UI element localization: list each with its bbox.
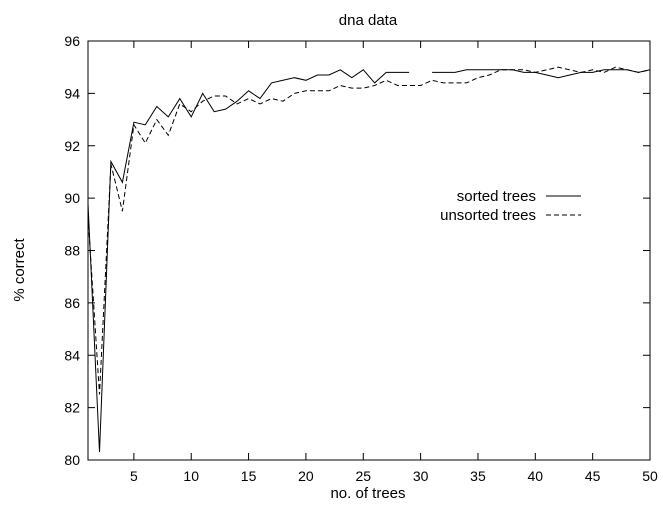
x-axis-ticks: 5 10 15 20 25 30 35 40 45 50 bbox=[130, 41, 658, 484]
x-tick-label: 10 bbox=[183, 468, 199, 484]
y-axis-label: % correct bbox=[11, 238, 28, 302]
x-tick-label: 15 bbox=[241, 468, 257, 484]
x-tick-label: 50 bbox=[642, 468, 658, 484]
x-tick-label: 30 bbox=[413, 468, 429, 484]
y-tick-label: 88 bbox=[64, 243, 80, 259]
y-tick-label: 82 bbox=[64, 400, 80, 416]
y-tick-label: 84 bbox=[64, 347, 80, 363]
x-tick-label: 20 bbox=[298, 468, 314, 484]
y-tick-label: 92 bbox=[64, 138, 80, 154]
x-tick-label: 25 bbox=[355, 468, 371, 484]
x-tick-label: 45 bbox=[585, 468, 601, 484]
y-tick-label: 80 bbox=[64, 452, 80, 468]
x-tick-label: 35 bbox=[470, 468, 486, 484]
x-axis-label: no. of trees bbox=[330, 485, 405, 502]
series-lines bbox=[87, 66, 651, 453]
chart-title: dna data bbox=[339, 12, 398, 29]
y-tick-label: 96 bbox=[64, 33, 80, 49]
x-tick-label: 5 bbox=[130, 468, 138, 484]
legend-label: sorted trees bbox=[457, 188, 536, 205]
legend-label: unsorted trees bbox=[440, 207, 536, 224]
y-tick-label: 94 bbox=[64, 85, 80, 101]
y-axis-ticks: 80 82 84 86 88 90 92 94 96 bbox=[64, 33, 650, 468]
legend: sorted trees unsorted trees bbox=[440, 188, 581, 224]
x-tick-label: 40 bbox=[528, 468, 544, 484]
y-tick-label: 86 bbox=[64, 295, 80, 311]
series-line-unsorted-trees bbox=[87, 66, 651, 395]
y-tick-label: 90 bbox=[64, 190, 80, 206]
series-line-sorted-trees bbox=[87, 69, 651, 453]
